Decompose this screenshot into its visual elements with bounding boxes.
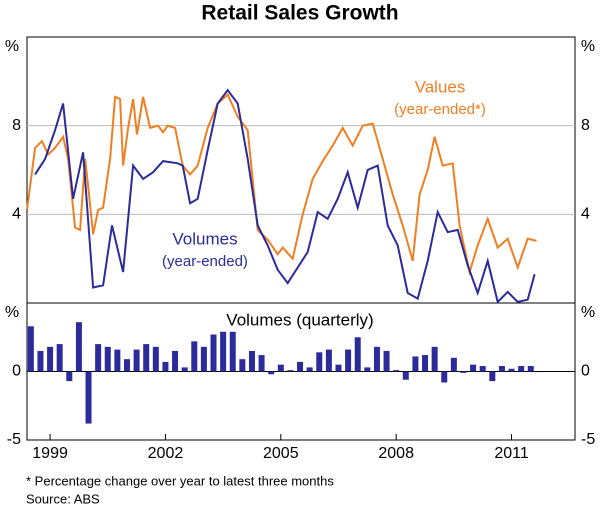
y-tick-label: 8 xyxy=(12,117,21,134)
bar xyxy=(152,346,159,372)
bar xyxy=(162,361,169,372)
bar xyxy=(441,371,448,383)
x-tick-label: 1999 xyxy=(32,445,68,462)
bar xyxy=(402,371,409,380)
x-tick-label: 2008 xyxy=(378,445,414,462)
bar xyxy=(383,350,390,372)
bar xyxy=(210,334,217,372)
y-tick-label-right: 0 xyxy=(581,363,590,380)
bar xyxy=(325,349,332,372)
bar xyxy=(335,364,342,372)
bar xyxy=(412,356,419,372)
bar xyxy=(527,366,534,372)
bar xyxy=(114,349,121,372)
bar xyxy=(85,371,92,424)
bar xyxy=(364,367,371,372)
y-tick-label: 4 xyxy=(12,206,21,223)
panel-title: Volumes (quarterly) xyxy=(226,310,373,329)
bar xyxy=(431,346,438,372)
bar xyxy=(143,344,150,372)
y-unit-right: % xyxy=(581,38,595,55)
series-label-note: (year-ended) xyxy=(162,253,248,270)
line-series xyxy=(34,88,536,304)
bar xyxy=(95,344,102,372)
bar xyxy=(200,346,207,372)
bar xyxy=(287,370,294,372)
bar xyxy=(47,346,54,372)
bar xyxy=(239,359,246,372)
bar xyxy=(191,341,198,372)
bar xyxy=(220,331,227,372)
y-tick-label: 0 xyxy=(12,363,21,380)
bar xyxy=(479,366,486,372)
bar xyxy=(56,344,63,372)
bar xyxy=(470,364,477,372)
x-tick-label: 2011 xyxy=(494,445,529,462)
plot-frame xyxy=(26,36,576,441)
y-tick-label-right: 8 xyxy=(581,117,590,134)
bar xyxy=(518,366,525,372)
bar xyxy=(489,371,496,382)
chart-title: Retail Sales Growth xyxy=(201,2,398,25)
bar xyxy=(248,350,255,372)
bar xyxy=(181,367,188,372)
bar xyxy=(277,364,284,372)
bar xyxy=(27,326,34,372)
bar xyxy=(258,355,265,372)
bar xyxy=(104,346,111,372)
bar xyxy=(460,371,467,373)
bar xyxy=(498,366,505,372)
source: Source: ABS xyxy=(26,491,100,506)
y-tick-label: -5 xyxy=(7,431,21,448)
bar xyxy=(422,355,429,372)
y-unit-right: % xyxy=(581,304,595,321)
bar xyxy=(345,349,352,372)
line-series xyxy=(26,92,537,276)
bar xyxy=(373,346,380,372)
bar xyxy=(37,350,44,372)
bar xyxy=(393,370,400,372)
bar xyxy=(354,337,361,372)
bar xyxy=(172,350,179,372)
bar xyxy=(450,357,457,372)
series-label: Values xyxy=(415,77,466,96)
bar xyxy=(268,371,275,375)
y-tick-label-right: -5 xyxy=(581,431,595,448)
footnote: * Percentage change over year to latest … xyxy=(26,473,334,488)
series-label: Volumes xyxy=(172,229,237,248)
y-tick-label-right: 4 xyxy=(581,206,590,223)
y-unit: % xyxy=(5,304,19,321)
bar xyxy=(316,352,323,372)
bar xyxy=(123,359,130,372)
bar xyxy=(66,371,73,382)
bar xyxy=(306,367,313,372)
x-tick-label: 2002 xyxy=(148,445,184,462)
bar xyxy=(229,331,236,372)
bar xyxy=(297,361,304,372)
y-unit: % xyxy=(5,38,19,55)
x-tick-label: 2005 xyxy=(263,445,299,462)
bar xyxy=(75,322,82,372)
series-label-note: (year-ended*) xyxy=(394,101,486,118)
bar xyxy=(508,368,515,372)
bar xyxy=(133,349,140,372)
